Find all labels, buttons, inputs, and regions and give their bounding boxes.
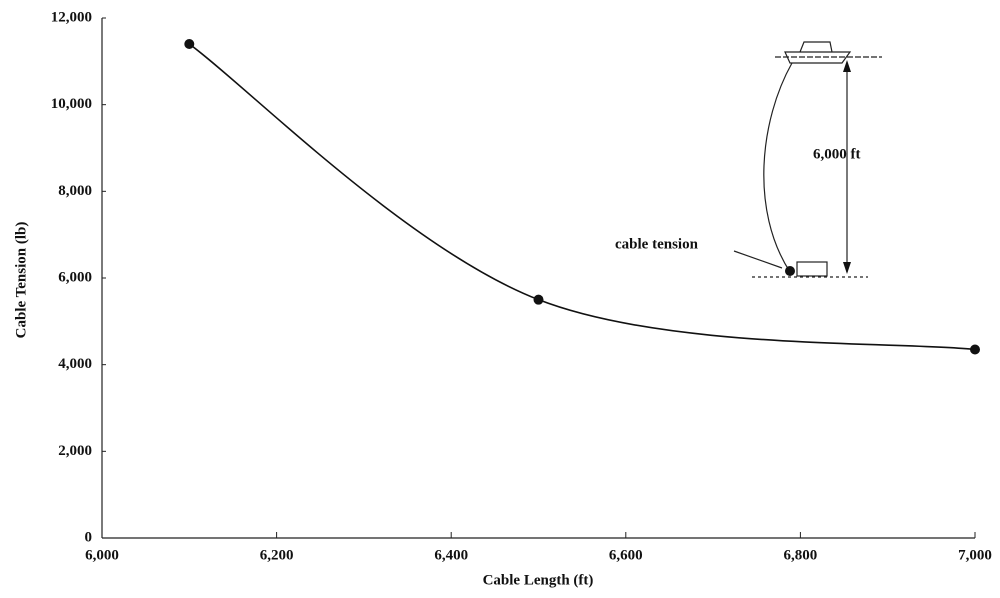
point: [970, 344, 980, 355]
pointer: [733, 250, 783, 269]
x-tick-label: 6,600: [609, 547, 643, 563]
y-tick-label: 12,000: [51, 9, 92, 25]
cable-end: [785, 266, 795, 276]
x-tick-label: 6,800: [784, 547, 818, 563]
ship: [784, 41, 852, 64]
annotation: cable tension: [615, 236, 699, 252]
point: [184, 39, 195, 49]
x-axis-label: Cable Length (ft): [483, 572, 594, 588]
y-tick-label: 8,000: [58, 183, 92, 199]
x-tick-label: 7,000: [958, 547, 992, 563]
x-tick-label: 6,400: [434, 547, 468, 563]
y-tick-label: 2,000: [58, 443, 92, 459]
x-tick-label: 6,000: [85, 547, 119, 563]
x-tick-label: 6,200: [260, 547, 294, 563]
anchor-block: [796, 261, 828, 277]
inset-diagram: 6,000 ft cable tension: [615, 41, 882, 278]
y-tick-label: 0: [85, 529, 93, 545]
cable: [763, 62, 793, 273]
curve: [188, 43, 976, 351]
y-axis-label: Cable Tension (lb): [13, 222, 29, 339]
y-tick-label: 6,000: [58, 269, 92, 285]
y-tick-label: 10,000: [51, 96, 92, 112]
y-tick-label: 4,000: [58, 356, 92, 372]
point: [533, 294, 544, 305]
annotation: 6,000 ft: [813, 146, 861, 162]
